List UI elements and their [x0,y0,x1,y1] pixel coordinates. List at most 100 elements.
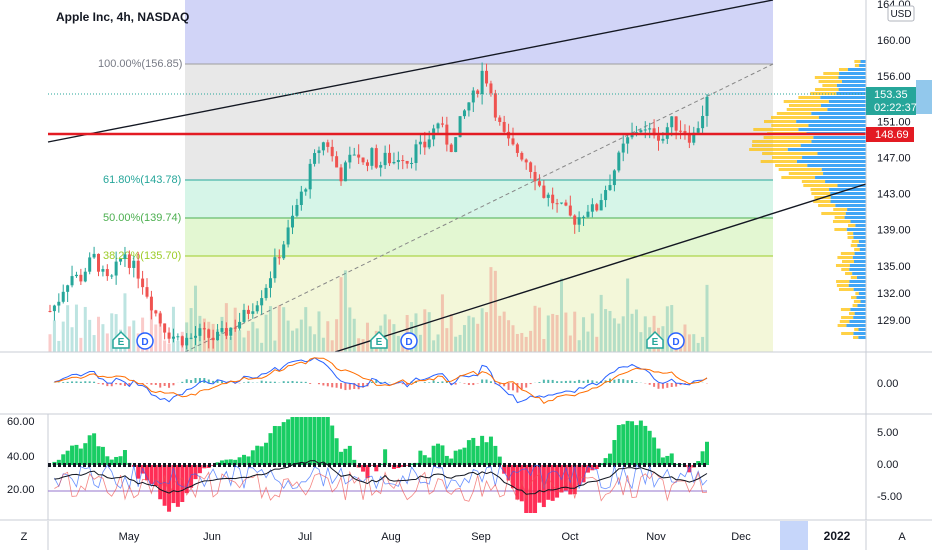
vp-bar-down [821,212,845,215]
candle-body [608,185,611,190]
volume-bar [445,328,448,352]
vp-bar-up [860,60,866,63]
price-axis[interactable]: 164.00160.00156.00151.00147.00143.00139.… [877,0,911,327]
volume-bar [476,324,479,352]
vp-bar-down [853,336,858,339]
time-tick: Dec [731,531,751,543]
osc-bar [630,421,634,465]
volume-bar [613,318,616,352]
candle-body [463,110,466,116]
vp-bar-up [848,68,866,71]
vp-bar-down [851,296,856,299]
volume-bar [459,335,462,352]
candle-body [115,262,118,276]
candle-body [79,275,82,282]
osc-bar [621,424,625,465]
auto-scale-button[interactable]: A [898,531,906,543]
volume-bar [362,339,365,352]
vp-bar-up [847,208,866,211]
candle-body [146,287,149,297]
volume-bar [564,313,567,352]
candle-body [168,333,171,339]
vp-bar-down [781,176,815,179]
vp-bar-down [798,96,820,99]
osc-bar [485,442,489,465]
candle-body [670,116,673,127]
candle-body [498,118,501,122]
macd-histogram-bar [578,380,580,383]
vp-bar-down [779,168,822,171]
osc-left-tick: 60.00 [7,416,35,428]
candle-body [595,204,598,210]
volume-bar [53,320,56,352]
volume-bar [335,319,338,352]
macd-histogram-bar [653,383,655,387]
candle-body [657,135,660,140]
macd-histogram-bar [309,383,311,384]
volume-bar [322,338,325,352]
candle-body [216,332,219,340]
zoom-button[interactable]: Z [21,531,28,543]
volume-bar [520,333,523,352]
osc-bar [440,445,444,465]
osc-bar [97,446,101,465]
osc-bar [335,438,339,465]
candle-body [225,328,228,336]
volume-bar [243,337,246,352]
volume-bar [428,312,431,352]
macd-histogram-bar [556,381,558,383]
osc-bar [66,451,70,465]
event-badge-label: E [652,337,659,348]
macd-histogram-bar [120,383,122,385]
volume-bar [503,312,506,352]
osc-bar [432,446,436,465]
osc-bar [277,426,281,465]
candle-body [485,71,488,84]
vp-bar-up [839,88,866,91]
vp-bar-down [771,116,819,119]
macd-histogram-bar [172,383,174,385]
vp-bar-up [855,252,866,255]
time-tick: Jul [298,531,312,543]
vp-bar-down [819,80,842,83]
vp-bar-up [825,180,866,183]
currency-badge[interactable]: USD [890,9,911,20]
candle-body [675,116,678,130]
macd-histogram-bar [331,383,333,387]
candle-body [251,311,254,314]
candle-body [481,71,484,94]
candle-body [556,203,559,204]
candle-body [273,257,276,278]
volume-bar [432,340,435,352]
macd-histogram-bar [221,381,223,383]
event-badge-label: E [376,337,383,348]
osc-bar [79,449,83,465]
vp-bar-up [808,124,866,127]
candle-body [679,131,682,132]
volume-bar [309,326,312,352]
candle-body [661,139,664,141]
vp-bar-down [753,128,798,131]
price-tick: 147.00 [877,152,911,164]
volume-bar [538,308,541,352]
event-badge-label: D [405,337,412,348]
vp-bar-down [840,320,850,323]
candle-body [401,160,404,161]
vp-bar-down [802,180,825,183]
volume-bar [454,337,457,352]
vp-bar-down [764,136,814,139]
osc-bar [476,446,480,465]
candle-body [362,158,365,163]
vp-bar-up [815,176,866,179]
candle-body [207,329,210,337]
vp-bar-down [784,100,829,103]
macd-histogram-bar [98,383,100,384]
osc-bar [291,417,295,465]
vp-bar-up [831,200,866,203]
osc-bar [74,445,78,465]
candle-body [613,170,616,185]
red-price-label: 148.69 [875,129,909,141]
candle-body [375,148,378,167]
volume-bar [485,312,488,352]
candle-body [591,204,594,211]
